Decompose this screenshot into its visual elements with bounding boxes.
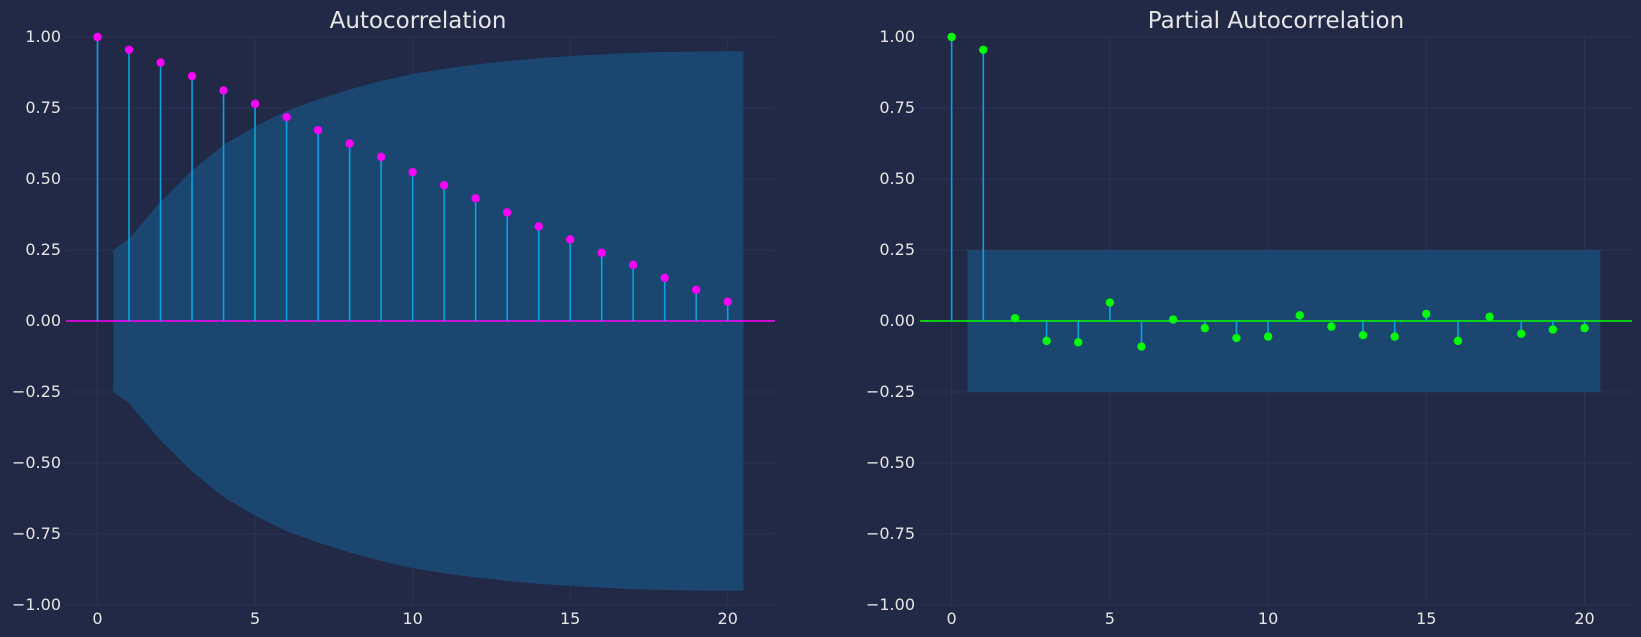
acf-marker-8 <box>345 139 354 148</box>
pacf-ytick-label: −0.25 <box>866 382 915 401</box>
pacf-marker-14 <box>1390 332 1399 341</box>
pacf-ytick-label: −1.00 <box>866 595 915 614</box>
acf-marker-11 <box>439 181 449 190</box>
acf-xtick-label: 5 <box>250 609 260 628</box>
acf-ytick-label: 1.00 <box>25 27 61 46</box>
pacf-marker-7 <box>1168 315 1178 324</box>
acf-marker-2 <box>156 58 165 67</box>
pacf-marker-10 <box>1263 332 1273 341</box>
pacf-marker-3 <box>1042 336 1051 346</box>
acf-title: Autocorrelation <box>330 8 507 34</box>
pacf-xtick-label: 15 <box>1416 609 1436 628</box>
acf-marker-20 <box>723 297 732 306</box>
acf-marker-0 <box>93 32 102 42</box>
pacf-ytick-label: 0.25 <box>879 240 915 259</box>
pacf-panel: 1.00 0.75 0.50 0.25 0.00 −0.25 −0.50 −0.75 −1.00… <box>866 8 1632 628</box>
acf-xtick-label: 20 <box>718 609 738 628</box>
acf-marker-3 <box>187 71 197 81</box>
acf-marker-7 <box>313 125 323 135</box>
acf-ytick-label: −0.25 <box>12 382 61 401</box>
acf-marker-18 <box>660 273 669 283</box>
pacf-marker-19 <box>1548 325 1558 334</box>
pacf-marker-15 <box>1422 309 1431 319</box>
acf-marker-15 <box>565 235 575 244</box>
acf-marker-6 <box>282 112 291 122</box>
pacf-ytick-label: 1.00 <box>879 27 915 46</box>
pacf-marker-12 <box>1327 322 1336 331</box>
acf-marker-10 <box>408 167 417 177</box>
pacf-ytick-label: 0.75 <box>879 98 915 117</box>
acf-ytick-label: −1.00 <box>12 595 61 614</box>
pacf-xtick-label: 10 <box>1258 609 1278 628</box>
acf-marker-9 <box>376 152 386 162</box>
acf-xtick-label: 0 <box>92 609 102 628</box>
acf-marker-17 <box>629 260 638 269</box>
pacf-title: Partial Autocorrelation <box>1148 8 1404 34</box>
pacf-marker-13 <box>1358 331 1368 340</box>
pacf-marker-5 <box>1105 298 1115 307</box>
pacf-marker-18 <box>1517 329 1526 338</box>
pacf-marker-8 <box>1200 323 1210 333</box>
acf-marker-4 <box>219 86 228 95</box>
pacf-ytick-label: −0.75 <box>866 524 915 543</box>
pacf-marker-4 <box>1074 338 1083 347</box>
acf-ytick-label: −0.50 <box>12 453 61 472</box>
pacf-ytick-label: 0.00 <box>879 311 915 330</box>
acf-xtick-label: 15 <box>560 609 580 628</box>
pacf-ytick-label: 0.50 <box>879 169 915 188</box>
acf-ytick-label: 0.50 <box>25 169 61 188</box>
acf-marker-1 <box>124 45 134 54</box>
pacf-ytick-label: −0.50 <box>866 453 915 472</box>
pacf-marker-16 <box>1453 336 1463 346</box>
pacf-marker-6 <box>1137 342 1146 351</box>
pacf-xtick-label: 5 <box>1105 609 1115 628</box>
acf-xtick-label: 10 <box>402 609 422 628</box>
pacf-marker-9 <box>1232 333 1241 343</box>
pacf-marker-11 <box>1295 311 1304 320</box>
pacf-marker-2 <box>1010 313 1020 323</box>
pacf-marker-20 <box>1580 323 1589 333</box>
acf-marker-5 <box>250 99 260 108</box>
acf-marker-12 <box>471 194 480 203</box>
pacf-marker-1 <box>979 45 988 54</box>
acf-ytick-label: −0.75 <box>12 524 61 543</box>
acf-marker-19 <box>692 285 701 294</box>
pacf-xtick-label: 20 <box>1574 609 1594 628</box>
acf-marker-13 <box>502 208 512 217</box>
pacf-marker-0 <box>947 32 956 42</box>
acf-ytick-label: 0.00 <box>25 311 61 330</box>
pacf-marker-17 <box>1485 312 1494 321</box>
pacf-xtick-label: 0 <box>947 609 957 628</box>
acf-ytick-label: 0.75 <box>25 98 61 117</box>
acf-marker-14 <box>534 222 543 231</box>
acf-marker-16 <box>597 248 606 258</box>
acf-panel: 1.00 0.75 0.50 0.25 0.00 −0.25 −0.50 −0.75 −1.00… <box>12 8 775 628</box>
acf-ytick-label: 0.25 <box>25 240 61 259</box>
